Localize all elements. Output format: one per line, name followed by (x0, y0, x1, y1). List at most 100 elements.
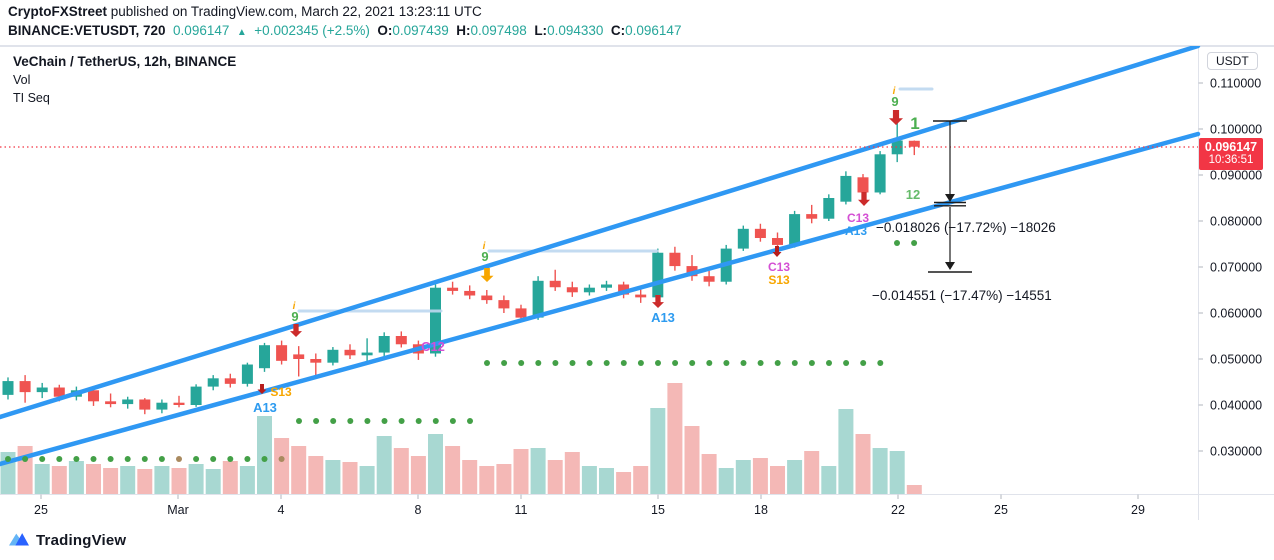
volume-bar (564, 452, 580, 494)
down-arrow-icon (652, 295, 664, 308)
currency-unit-button[interactable]: USDT (1207, 52, 1258, 70)
volume-bar (51, 466, 67, 494)
candle (498, 300, 510, 309)
candle (53, 387, 65, 397)
candle (754, 228, 766, 239)
td-seq-dot (826, 360, 832, 366)
candle (19, 381, 31, 393)
candle (549, 280, 561, 288)
volume-bar (68, 461, 84, 494)
td-seq-dot (381, 418, 388, 424)
candle (122, 399, 134, 405)
time-axis-label: 25 (994, 503, 1008, 517)
legend-ti-seq-indicator[interactable]: TI Seq (13, 91, 50, 105)
td-seq-dot (296, 418, 302, 424)
td-seq-dot (535, 360, 542, 366)
volume-bar (701, 454, 717, 494)
footer-bar: TradingView (0, 520, 1274, 560)
open-value: 0.097439 (392, 23, 449, 38)
volume-bar (547, 460, 563, 494)
legend-symbol[interactable]: VeChain / TetherUS, 12h, BINANCE (13, 54, 237, 69)
legend-volume-indicator[interactable]: Vol (13, 73, 31, 87)
td-seq-dot (808, 360, 815, 366)
volume-bar (804, 451, 820, 494)
td-seq-dot (569, 360, 576, 366)
td-seq-dot (911, 240, 918, 246)
measure1-label: −0.018026 (−17.72%) −18026 (876, 220, 1056, 235)
candle (908, 140, 920, 147)
down-arrow-icon (290, 324, 302, 337)
volume-bar (650, 408, 666, 494)
down-arrow-icon (889, 110, 903, 125)
td-seq-dot (210, 456, 217, 462)
candle (361, 352, 373, 356)
candle (635, 294, 647, 298)
volume-bar (667, 383, 683, 494)
down-arrow-icon (858, 192, 870, 206)
price-axis-label: 0.110000 (1210, 77, 1261, 91)
volume-bar (171, 468, 187, 494)
c13-label: C13 (847, 211, 869, 225)
candle (806, 214, 818, 219)
volume-bar (393, 448, 409, 494)
td-seq-dot (347, 418, 354, 424)
td-seq-dot (637, 360, 644, 366)
candle (344, 349, 356, 356)
info-icon: i (483, 241, 486, 252)
volume-bar (889, 451, 905, 494)
volume-bar (17, 446, 33, 494)
volume-bar (855, 434, 871, 494)
tradingview-brand[interactable]: TradingView (8, 530, 126, 550)
measure2-arrowhead (945, 262, 955, 270)
td-seq-dot (73, 456, 80, 462)
a13-label: A13 (845, 224, 867, 238)
td9-label: 9 (891, 94, 898, 109)
candle (378, 336, 390, 353)
candle (618, 284, 630, 295)
time-axis-label: 8 (415, 503, 422, 517)
upper-channel-line[interactable] (0, 46, 1201, 420)
time-axis-label: Mar (167, 503, 189, 517)
volume-bar (154, 466, 170, 494)
symbol-name: BINANCE:VETUSDT, 720 (8, 23, 166, 38)
volume-bar (770, 466, 785, 494)
td-seq-dot (158, 456, 165, 462)
volume-bar (872, 448, 888, 494)
open-label: O: (377, 23, 393, 38)
chart-area[interactable]: i 9 i 9 i 9 1 12 S13 A13 C12 A13 C13 S13 C13 A13 −0.0180… (0, 45, 1274, 521)
td-seq-dot (415, 418, 422, 424)
volume-bar (633, 466, 649, 494)
volume-bar (291, 446, 307, 494)
td-seq-dot (603, 360, 610, 366)
volume-bar (599, 468, 614, 494)
td-seq-dot (501, 360, 508, 366)
brand-name: TradingView (36, 531, 127, 549)
volume-bar (342, 462, 358, 494)
candle (772, 238, 783, 245)
candle (173, 402, 185, 405)
td-seq-dot (176, 456, 182, 462)
candle (874, 154, 886, 193)
candle (139, 399, 151, 410)
td-seq-dot (432, 418, 439, 424)
td-count-12-label: 12 (906, 187, 920, 202)
td-seq-dot (843, 360, 850, 366)
td-seq-dot (449, 418, 456, 424)
td-count-1-label: 1 (910, 114, 919, 133)
current-price-badge: 0.096147 10:36:51 (1199, 138, 1263, 170)
td-seq-dot (90, 456, 97, 462)
volume-bar (616, 472, 632, 494)
volume-bar (205, 469, 221, 494)
badge-countdown: 10:36:51 (1208, 154, 1254, 166)
td-seq-dot (398, 418, 405, 424)
candle (464, 290, 476, 296)
lower-channel-line[interactable] (0, 131, 1201, 467)
volume-bar (34, 464, 50, 494)
tradingview-logo-icon (9, 533, 29, 546)
candle (156, 402, 168, 410)
price-axis-label: 0.070000 (1210, 261, 1262, 275)
td9-label: 9 (481, 249, 488, 264)
price-axis-label: 0.040000 (1210, 399, 1262, 413)
small-down-arrow-icon (257, 384, 267, 394)
